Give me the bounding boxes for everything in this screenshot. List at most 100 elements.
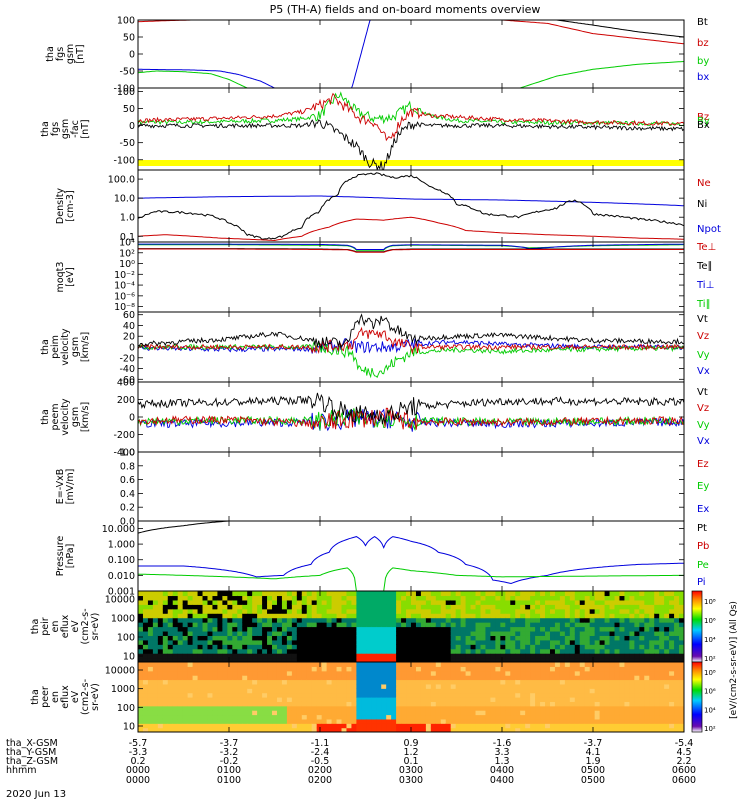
heatmap-cell bbox=[361, 613, 367, 619]
heatmap-cell bbox=[401, 639, 407, 645]
heatmap-cell bbox=[147, 666, 154, 672]
heatmap-cell bbox=[619, 701, 626, 707]
heatmap-cell bbox=[396, 723, 402, 729]
heatmap-cell bbox=[212, 599, 219, 605]
heatmap-cell bbox=[589, 591, 596, 597]
heatmap-cell bbox=[207, 723, 214, 729]
heatmap-cell bbox=[331, 697, 338, 702]
heatmap-cell bbox=[525, 683, 531, 689]
heatmap-cell bbox=[619, 622, 626, 628]
heatmap-cell bbox=[162, 617, 169, 623]
y-axis-label: peir bbox=[40, 617, 51, 636]
heatmap-cell bbox=[460, 595, 467, 601]
heatmap-cell bbox=[470, 675, 477, 681]
heatmap-cell bbox=[549, 591, 556, 597]
heatmap-cell bbox=[311, 714, 318, 720]
heatmap-cell bbox=[624, 675, 630, 681]
heatmap-cell bbox=[594, 692, 601, 698]
heatmap-cell bbox=[430, 705, 437, 711]
heatmap-cell bbox=[574, 697, 581, 702]
heatmap-cell bbox=[411, 705, 417, 711]
heatmap-cell bbox=[604, 710, 611, 716]
heatmap-cell bbox=[669, 626, 675, 632]
y-axis-label: -fac bbox=[70, 120, 81, 138]
heatmap-cell bbox=[430, 648, 437, 654]
heatmap-cell bbox=[401, 714, 407, 720]
heatmap-cell bbox=[500, 701, 506, 707]
heatmap-cell bbox=[212, 653, 219, 659]
heatmap-cell bbox=[664, 718, 670, 724]
heatmap-cell bbox=[147, 675, 154, 681]
heatmap-cell bbox=[589, 657, 596, 662]
heatmap-cell bbox=[157, 679, 164, 685]
heatmap-cell bbox=[267, 718, 273, 724]
heatmap-cell bbox=[142, 710, 149, 716]
heatmap-cell bbox=[545, 692, 551, 698]
heatmap-cell bbox=[664, 705, 670, 711]
heatmap-cell bbox=[604, 723, 611, 729]
heatmap-cell bbox=[659, 639, 665, 645]
heatmap-cell bbox=[296, 630, 303, 636]
heatmap-cell bbox=[306, 714, 313, 720]
heatmap-cell bbox=[485, 679, 492, 685]
y-tick-label: 0 bbox=[129, 413, 135, 424]
heatmap-cell bbox=[152, 595, 159, 601]
heatmap-cell bbox=[192, 622, 199, 628]
heatmap-cell bbox=[341, 639, 348, 645]
y-axis-label: gsm bbox=[70, 337, 81, 357]
y-tick-label: 50 bbox=[123, 104, 135, 115]
heatmap-cell bbox=[356, 604, 362, 610]
heatmap-cell bbox=[247, 697, 253, 702]
heatmap-cell bbox=[649, 705, 655, 711]
heatmap-cell bbox=[525, 622, 531, 628]
heatmap-cell bbox=[252, 662, 258, 667]
heatmap-cell bbox=[197, 648, 204, 654]
heatmap-cell bbox=[376, 718, 382, 724]
heatmap-cell bbox=[232, 657, 238, 662]
heatmap-cell bbox=[475, 608, 482, 614]
heatmap-cell bbox=[401, 604, 407, 610]
heatmap-cell bbox=[227, 675, 233, 681]
heatmap-cell bbox=[396, 653, 402, 659]
heatmap-cell bbox=[629, 670, 635, 676]
heatmap-cell bbox=[142, 639, 149, 645]
heatmap-cell bbox=[187, 701, 194, 707]
heatmap-cell bbox=[520, 727, 526, 732]
heatmap-cell bbox=[609, 595, 616, 601]
heatmap-cell bbox=[281, 648, 288, 654]
heatmap-cell bbox=[311, 595, 318, 601]
heatmap-cell bbox=[267, 613, 273, 619]
heatmap-cell bbox=[540, 639, 546, 645]
heatmap-cell bbox=[172, 692, 179, 698]
heatmap-cell bbox=[654, 683, 660, 689]
heatmap-cell bbox=[589, 626, 596, 632]
heatmap-cell bbox=[336, 688, 343, 694]
heatmap-cell bbox=[371, 705, 377, 711]
heatmap-cell bbox=[257, 599, 263, 605]
heatmap-cell bbox=[440, 608, 447, 614]
heatmap-cell bbox=[411, 653, 417, 659]
heatmap-cell bbox=[202, 626, 209, 632]
heatmap-cell bbox=[351, 653, 357, 659]
heatmap-cell bbox=[152, 662, 159, 667]
heatmap-cell bbox=[455, 670, 462, 676]
heatmap-cell bbox=[420, 653, 427, 659]
heatmap-cell bbox=[440, 604, 447, 610]
heatmap-cell bbox=[564, 639, 571, 645]
heatmap-cell bbox=[674, 679, 680, 685]
heatmap-cell bbox=[634, 727, 640, 732]
heatmap-cell bbox=[172, 723, 179, 729]
heatmap-cell bbox=[281, 644, 288, 650]
heatmap-cell bbox=[430, 635, 437, 641]
heatmap-cell bbox=[445, 626, 452, 632]
heatmap-cell bbox=[227, 662, 233, 667]
heatmap-cell bbox=[450, 608, 457, 614]
heatmap-cell bbox=[649, 604, 655, 610]
heatmap-cell bbox=[475, 653, 482, 659]
heatmap-cell bbox=[316, 697, 323, 702]
heatmap-cell bbox=[435, 683, 442, 689]
heatmap-cell bbox=[500, 675, 506, 681]
heatmap-cell bbox=[192, 723, 199, 729]
heatmap-cell bbox=[599, 595, 606, 601]
